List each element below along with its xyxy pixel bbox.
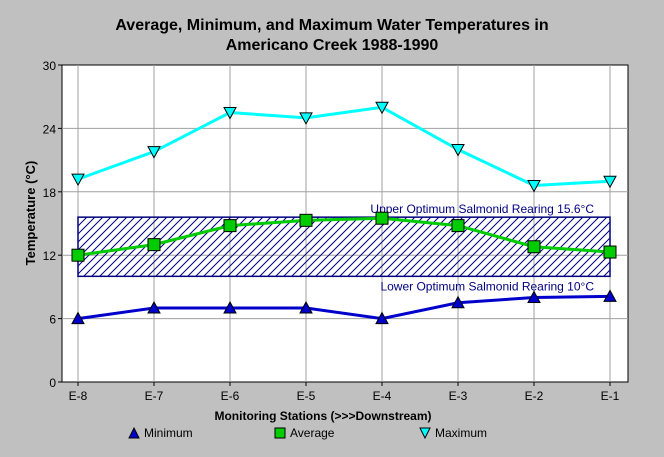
series-line-minimum [77,294,611,321]
point-maximum [147,146,161,159]
point-maximum [299,112,313,125]
legend-label-average: Average [290,426,335,440]
point-minimum [527,290,541,303]
point-minimum [147,300,161,314]
point-average [603,245,617,259]
x-axis-label: Monitoring Stations (>>>Downstream) [214,409,431,423]
point-minimum [603,289,617,302]
chart-title-line-1: Average, Minimum, and Maximum Water Temp… [115,17,549,34]
legend-item-average: Average [274,426,334,440]
point-average [527,240,541,254]
x-tick-label: E-7 [145,389,164,403]
point-minimum [71,311,85,325]
legend-item-maximum: Maximum [419,426,487,440]
square-icon [274,427,286,439]
point-average [299,213,313,227]
point-average [147,238,161,252]
chart-title-line-2: Americano Creek 1988-1990 [225,37,439,54]
point-minimum [299,300,313,314]
x-tick-label: E-4 [373,389,392,403]
x-tick-label: E-3 [449,389,468,403]
x-tick-label: E-2 [525,389,544,403]
point-average [223,219,237,233]
triangle-down-icon [419,427,431,439]
x-tick-label: E-1 [601,389,620,403]
point-maximum [223,107,237,120]
x-tick-label: E-8 [69,389,88,403]
y-tick-label: 18 [43,186,57,200]
point-maximum [603,175,617,189]
lower-optimum-label: Lower Optimum Salmonid Rearing 10°C [380,279,594,293]
point-average [451,219,465,233]
y-tick-label: 24 [43,122,57,136]
series-line-average [77,216,611,257]
y-tick-label: 0 [49,376,56,390]
y-tick-label: 30 [43,59,57,73]
x-tick-label: E-5 [297,389,316,403]
point-maximum [527,179,541,193]
series-line-maximum [77,105,611,187]
legend-label-maximum: Maximum [435,426,488,440]
point-maximum [375,101,389,115]
y-tick-label: 6 [49,313,56,327]
x-tick-label: E-6 [221,389,240,403]
upper-optimum-label: Upper Optimum Salmonid Rearing 15.6°C [370,202,594,216]
point-average [375,211,389,225]
point-average [71,248,85,262]
point-minimum [451,295,465,309]
point-minimum [223,300,237,314]
y-axis-label: Temperature (°C) [23,161,38,266]
point-maximum [451,144,465,157]
triangle-up-icon [128,427,140,439]
legend-item-minimum: Minimum [128,426,193,440]
point-minimum [375,311,389,325]
point-maximum [71,173,85,187]
y-tick-label: 12 [43,249,57,263]
legend-label-minimum: Minimum [144,426,193,440]
